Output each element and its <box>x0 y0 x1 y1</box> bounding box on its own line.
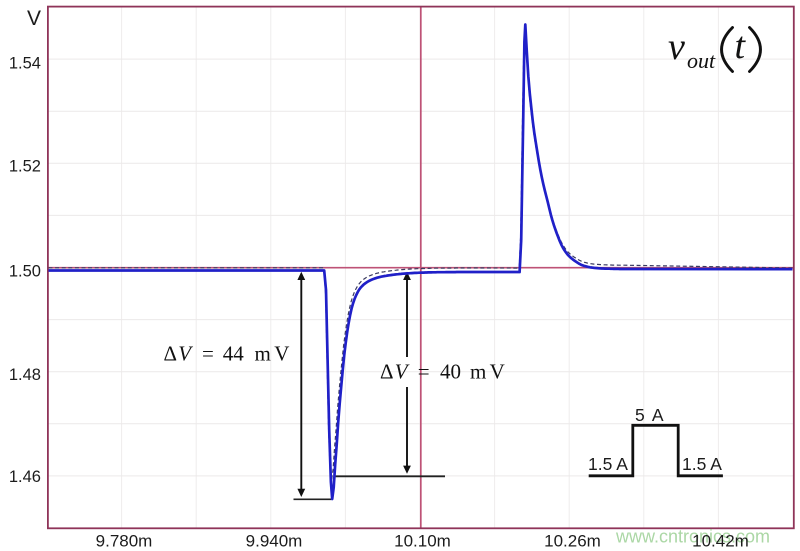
svg-text:5 A: 5 A <box>635 405 665 425</box>
svg-text:10.26m: 10.26m <box>544 532 601 551</box>
svg-text:9.940m: 9.940m <box>246 532 303 551</box>
svg-text:V: V <box>27 7 41 30</box>
svg-text:10.10m: 10.10m <box>394 532 451 551</box>
svg-text:1.46: 1.46 <box>9 468 41 486</box>
svg-text:v: v <box>668 26 685 68</box>
svg-text:1.5 A: 1.5 A <box>588 454 628 474</box>
svg-text:9.780m: 9.780m <box>96 532 153 551</box>
svg-text:1.5 A: 1.5 A <box>682 454 722 474</box>
svg-text:1.50: 1.50 <box>9 263 41 281</box>
svg-text:1.52: 1.52 <box>9 158 41 176</box>
svg-text:1.48: 1.48 <box>9 366 41 384</box>
svg-text:t: t <box>735 25 747 67</box>
svg-text:10.42m: 10.42m <box>692 532 749 551</box>
svg-text:1.54: 1.54 <box>9 55 41 73</box>
svg-text:out: out <box>687 48 716 73</box>
svg-text:www.cntronics.com: www.cntronics.com <box>615 527 770 547</box>
